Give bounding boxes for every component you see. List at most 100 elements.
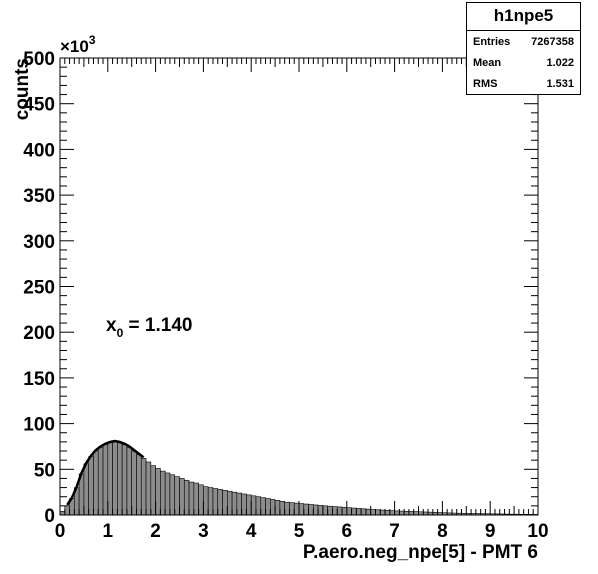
x-tick-label: 7 [389,521,400,542]
histogram-bin [59,511,66,516]
histogram-bin [212,488,219,516]
histogram-bin [370,509,376,516]
y-axis-ticks [60,57,538,516]
y-tick-label: 350 [23,186,55,207]
x-tick-label: 10 [527,521,548,542]
histogram-bin [284,501,290,516]
histogram-bin [174,476,180,516]
y-axis-label: counts [12,58,33,120]
histogram-bin [336,506,343,516]
stat-label: RMS [473,78,498,90]
x-tick-label: 3 [198,521,209,542]
x-tick-label: 1 [103,521,114,542]
stat-row-entries: Entries 7267358 [467,31,580,52]
histogram-bin [169,474,176,516]
y-tick-label: 0 [44,506,55,527]
stats-box: h1npe5 Entries 7267358 Mean 1.022 RMS 1.… [466,2,581,95]
histogram-bin [379,509,386,516]
histogram-bin [413,511,419,516]
y-tick-label: 150 [23,369,55,390]
y-tick-label: 500 [23,49,55,70]
y-tick-label: 50 [34,460,55,481]
histogram-bin [389,510,395,516]
histogram-bin [136,454,142,516]
histogram-bin [246,494,252,516]
fit-curve [66,439,145,506]
x-tick-label: 9 [485,521,496,542]
histogram-bin [293,502,300,516]
x-axis-ticks [59,58,539,515]
histogram-bin [313,504,319,516]
x-tick-label: 4 [246,521,257,542]
histogram-bin [394,510,400,516]
histogram-bin [193,482,199,516]
histogram-bin [112,441,118,516]
histogram-bin [83,463,89,516]
histogram-bin [260,497,266,516]
x-axis-tick-labels: 0 1 2 3 4 5 6 7 8 9 10 [55,521,549,542]
histogram-bin [93,450,99,516]
histogram-bin [179,478,185,516]
histogram-bin [198,484,204,516]
stat-row-mean: Mean 1.022 [467,52,580,73]
histogram-bin [298,503,305,516]
stat-value: 1.022 [546,57,574,69]
histogram-bin [384,510,391,516]
histogram-bin [255,496,262,516]
histogram-bin [241,493,247,516]
stat-label: Mean [473,57,502,69]
histogram-bin [317,505,324,516]
histogram-bin [64,505,70,516]
stat-label: Entries [473,36,511,48]
histogram-bin [164,472,171,516]
histogram-bin [155,468,161,516]
y-tick-label: 100 [23,415,55,436]
histogram-bin [303,503,309,516]
histogram-bin [351,507,357,516]
x-tick-label: 0 [55,521,66,542]
histogram-bin [160,470,166,516]
histogram-bin [131,450,137,516]
stat-value: 7267358 [531,36,574,48]
histogram-bin [360,508,367,516]
histogram-bin [322,505,328,516]
histogram-bin [399,510,405,516]
histogram-bin [356,508,362,516]
histogram-bin [203,486,209,516]
histogram-bin [308,504,314,516]
x-tick-label: 8 [437,521,448,542]
plot-frame [59,57,539,516]
x-axis-label: P.aero.neg_npe[5] - PMT 6 [303,542,538,563]
histogram-bin [375,509,381,516]
y-tick-label: 250 [23,278,55,299]
peak-annotation: x0 = 1.140 [106,315,192,340]
stat-row-rms: RMS 1.531 [467,73,580,94]
histogram-bin [207,487,214,516]
histogram-bin [289,502,295,516]
histogram-bin [270,499,276,516]
histogram-bin [126,447,132,516]
histogram-bin [102,444,109,516]
x-tick-label: 6 [342,521,353,542]
histogram-bin [332,506,338,516]
histogram-bin [227,490,233,516]
histogram-bin [231,491,238,516]
histogram-bin [222,490,228,516]
histogram-bin [327,505,333,516]
histogram-bin [403,510,410,516]
histogram-bin [140,458,147,516]
histogram-bin [265,498,271,516]
histogram-bin [365,508,372,516]
y-axis-exponent: ×103 [60,33,96,56]
histogram-bin [217,489,223,516]
histogram-bin [346,507,352,516]
histogram-bin [145,461,152,516]
stats-title: h1npe5 [467,3,580,31]
histogram-bin [88,456,94,516]
y-tick-label: 200 [23,323,55,344]
y-tick-label: 450 [23,95,55,116]
y-tick-label: 400 [23,140,55,161]
histogram-bin [188,481,195,516]
x-tick-label: 2 [150,521,161,542]
